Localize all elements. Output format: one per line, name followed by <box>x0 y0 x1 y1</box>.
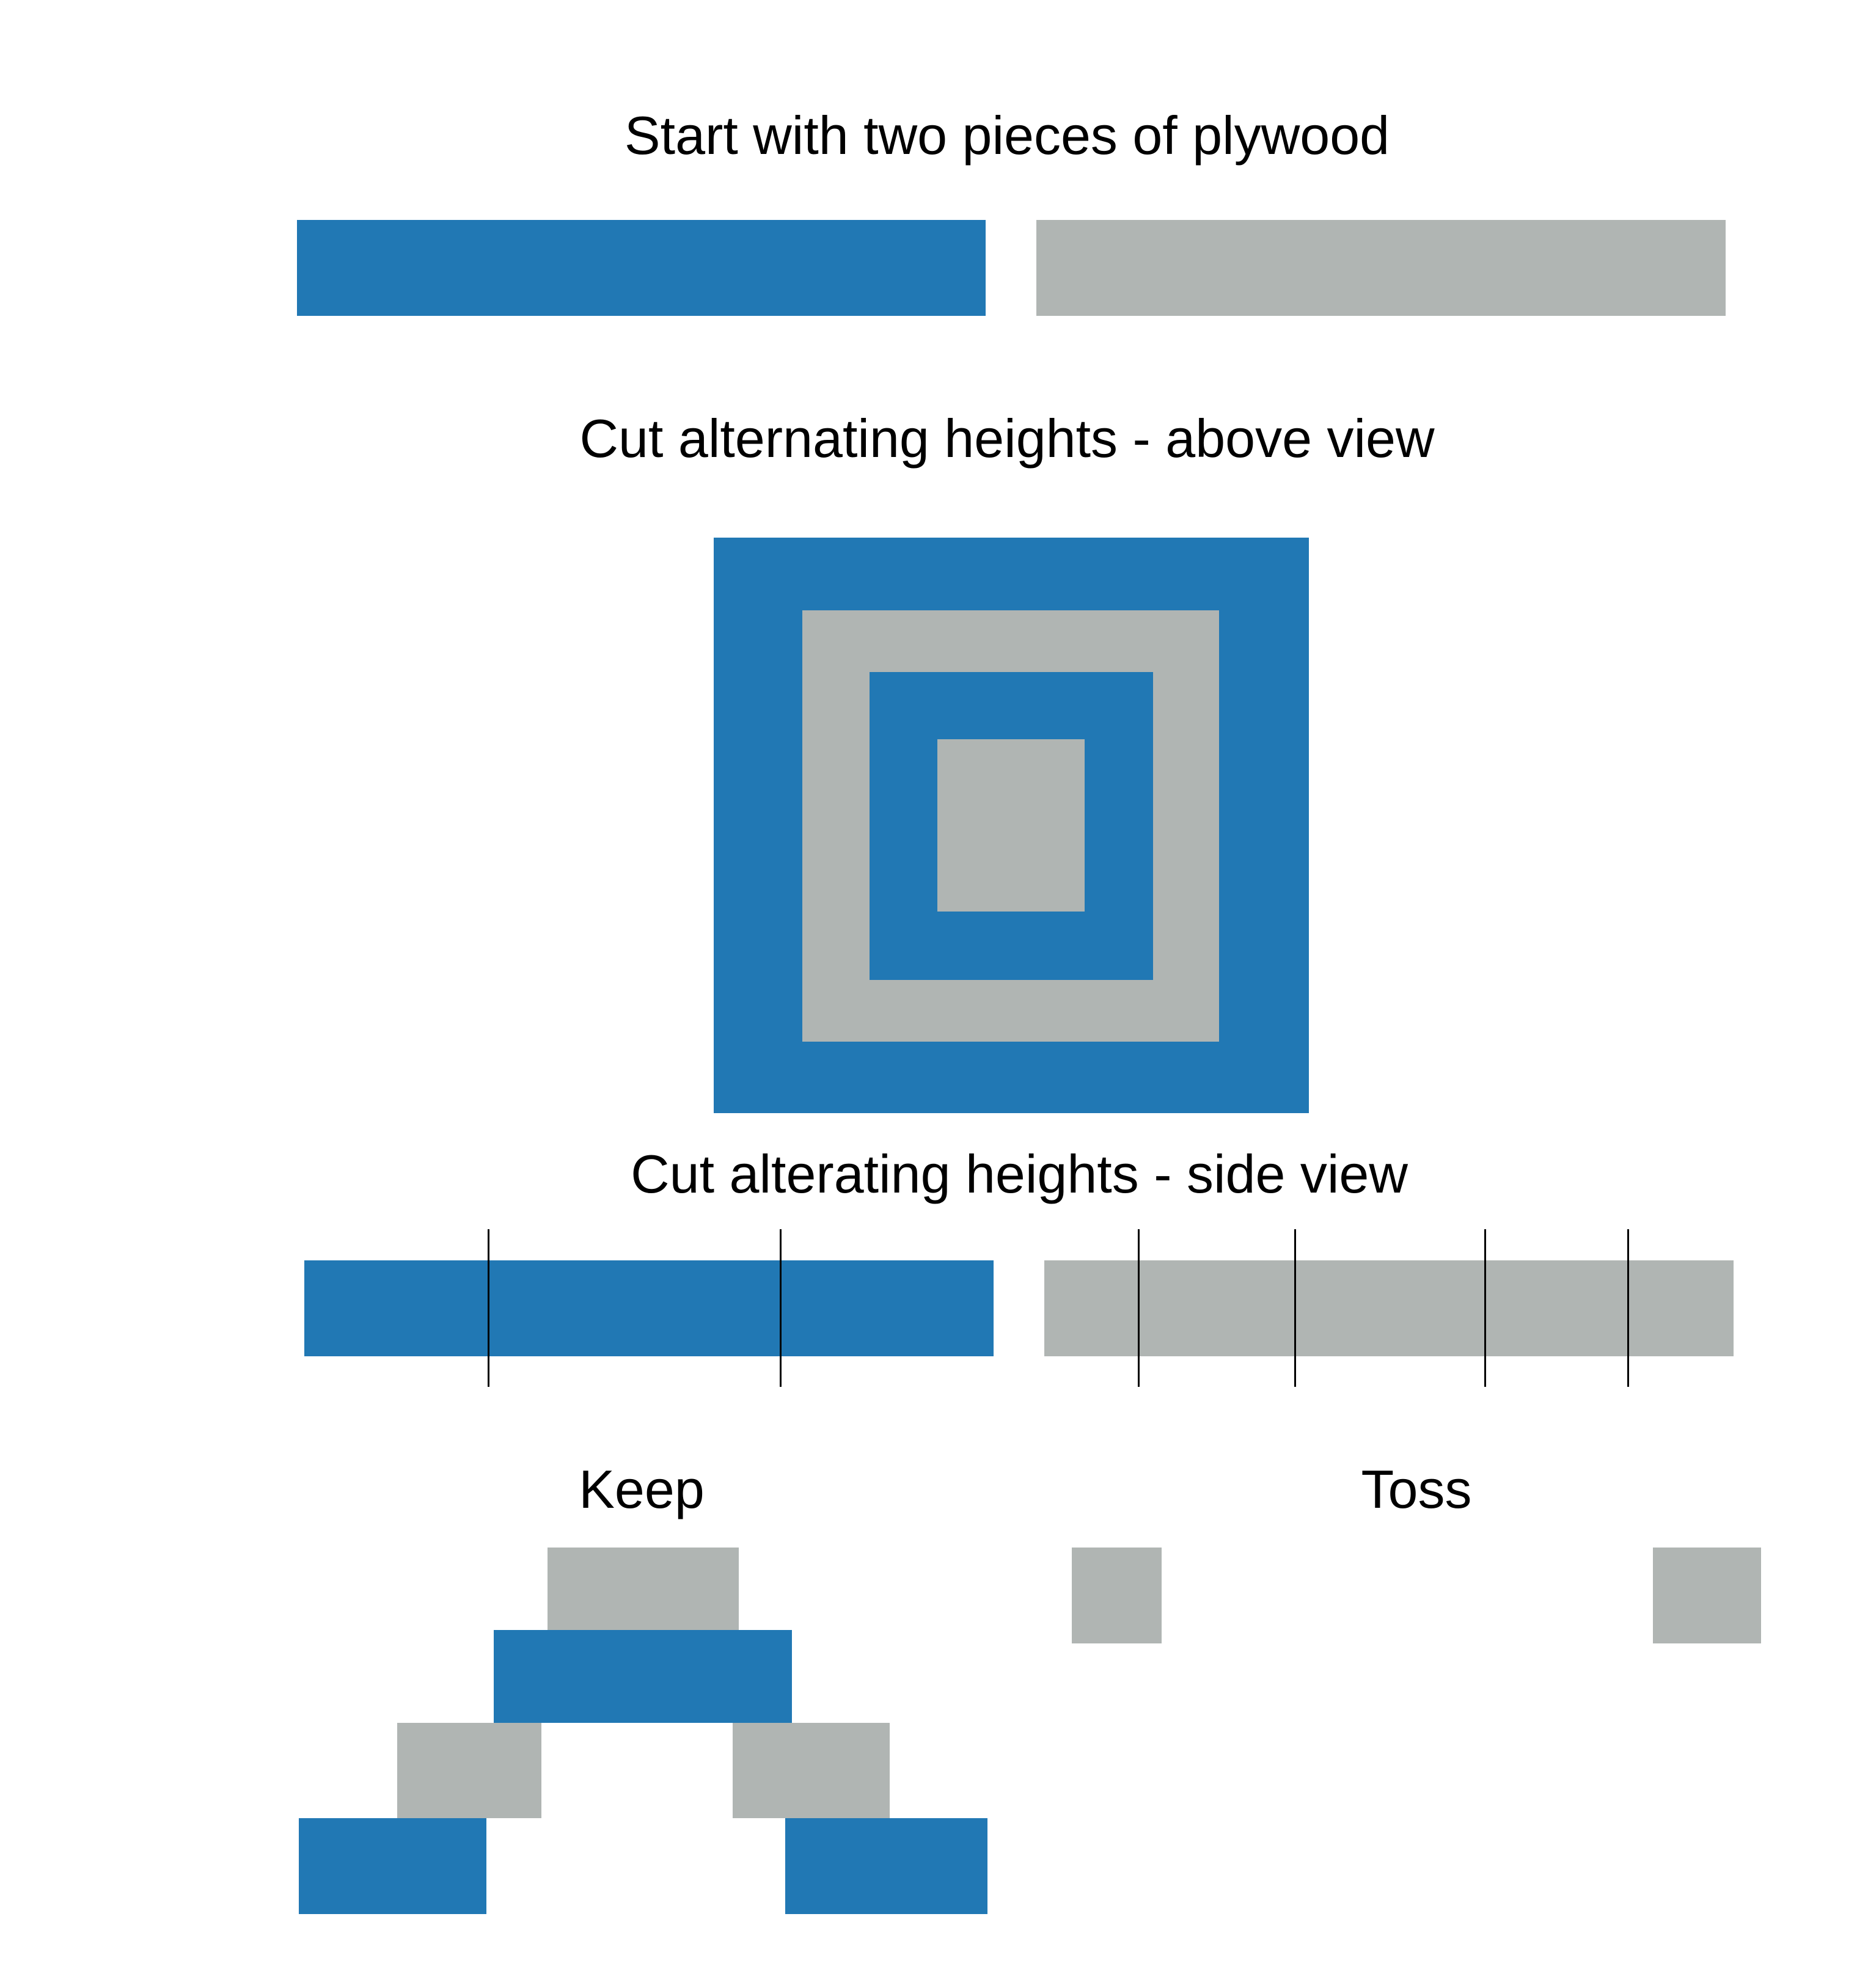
start-title: Start with two pieces of plywood <box>624 105 1390 166</box>
keep-gray-right-piece <box>733 1723 890 1818</box>
cut-line <box>780 1229 782 1387</box>
keep-blue-right-piece <box>785 1818 987 1914</box>
above-view-title: Cut alternating heights - above view <box>579 408 1435 469</box>
toss-label: Toss <box>1361 1459 1472 1519</box>
cut-line <box>1294 1229 1296 1387</box>
gray-plywood-board <box>1036 220 1726 316</box>
blue-plywood-board <box>297 220 986 316</box>
toss-gray-left-piece <box>1072 1548 1162 1643</box>
cut-line <box>1627 1229 1629 1387</box>
keep-gray-top-piece <box>548 1548 739 1631</box>
side-view-title: Cut alterating heights - side view <box>631 1144 1408 1204</box>
keep-blue-top-piece <box>494 1630 792 1723</box>
keep-gray-left-piece <box>397 1723 541 1818</box>
keep-label: Keep <box>579 1459 705 1519</box>
keep-blue-left-piece <box>299 1818 486 1914</box>
side-view-gray-board <box>1044 1260 1734 1356</box>
cut-line <box>488 1229 489 1387</box>
above-view-center-gray-square <box>937 739 1085 912</box>
cut-line <box>1138 1229 1140 1387</box>
side-view-blue-board <box>304 1260 994 1356</box>
cut-line <box>1484 1229 1486 1387</box>
toss-gray-right-piece <box>1653 1548 1761 1643</box>
